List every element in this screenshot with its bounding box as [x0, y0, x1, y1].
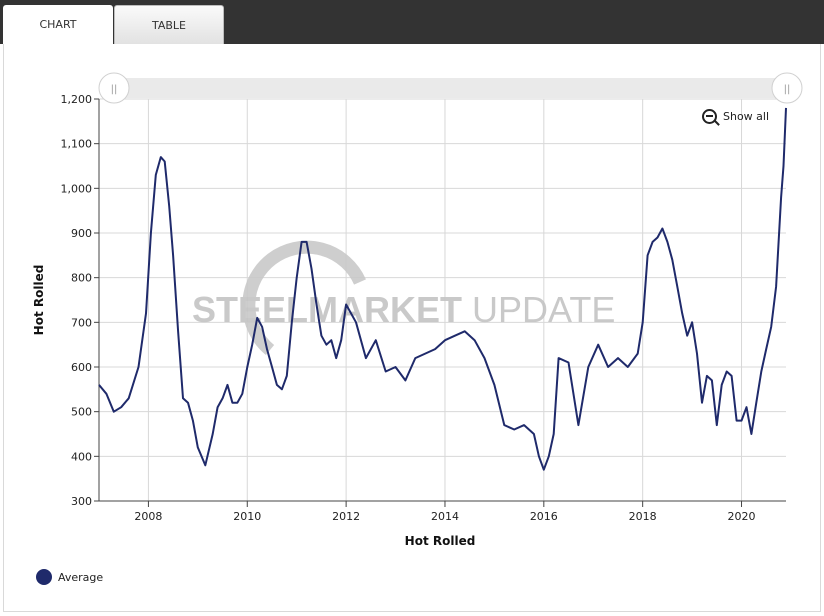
x-tick-label: 2010 [233, 510, 261, 523]
x-tick-label: 2012 [332, 510, 360, 523]
legend-item-average[interactable]: Average [36, 569, 103, 585]
y-tick-label: 1,100 [61, 138, 93, 151]
y-tick-label: 1,200 [61, 93, 93, 106]
y-tick-label: 300 [71, 495, 92, 508]
legend-label: Average [58, 570, 104, 584]
y-tick-label: 600 [71, 361, 92, 374]
series-layer [98, 107, 787, 471]
y-axis-title: Hot Rolled [32, 265, 46, 336]
series-line-average [98, 107, 787, 471]
show-all-label: Show all [723, 109, 770, 123]
y-tick-label: 400 [71, 450, 92, 463]
y-tick-label: 1,000 [61, 182, 93, 195]
axes: 300 400 500 600 700 800 900 1,000 1,100 1,200 2008… [61, 93, 786, 523]
y-tick-label: 500 [71, 406, 92, 419]
x-tick-label: 2020 [728, 510, 756, 523]
range-slider-right-handle[interactable]: || [771, 72, 803, 104]
tab-table[interactable]: TABLE [114, 5, 224, 44]
x-tick-label: 2008 [134, 510, 162, 523]
watermark-logo: STEELMARKET UPDATE [192, 240, 615, 356]
y-tick-label: 800 [71, 272, 92, 285]
zoom-out-icon [702, 108, 717, 124]
x-tick-label: 2018 [629, 510, 657, 523]
handle-grip-icon: || [111, 84, 118, 95]
range-slider-track[interactable] [114, 78, 787, 98]
watermark-text: STEELMARKET UPDATE [192, 289, 615, 330]
x-axis-title: Hot Rolled [405, 534, 476, 548]
y-tick-label: 700 [71, 316, 92, 329]
x-tick-label: 2014 [431, 510, 459, 523]
handle-grip-icon: || [784, 84, 791, 95]
watermark-swoosh-icon [242, 240, 366, 356]
y-tick-label: 900 [71, 227, 92, 240]
range-slider-left-handle[interactable]: || [98, 72, 130, 104]
tab-chart[interactable]: CHART [3, 5, 113, 44]
legend-swatch-icon [36, 569, 52, 585]
show-all-button[interactable]: Show all [702, 107, 769, 125]
plot-background [16, 60, 808, 510]
x-tick-label: 2016 [530, 510, 558, 523]
